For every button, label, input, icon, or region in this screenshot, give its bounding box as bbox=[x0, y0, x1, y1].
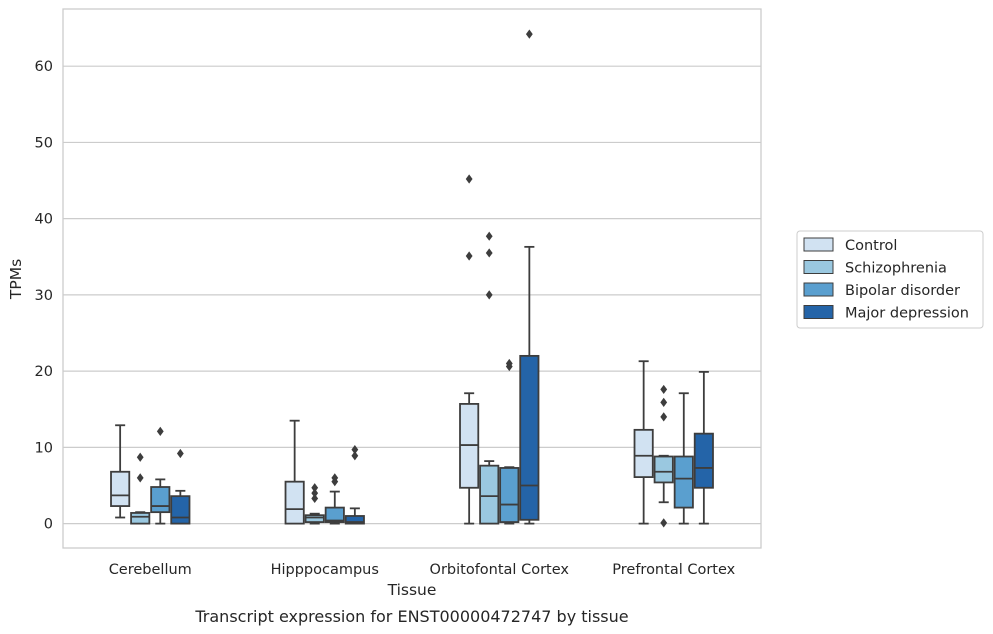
box-iqr bbox=[110, 470, 131, 507]
y-axis-title: TPMs bbox=[7, 259, 25, 300]
y-tick-label: 0 bbox=[44, 517, 53, 533]
box-0-3 bbox=[170, 448, 191, 525]
gridlines bbox=[63, 65, 761, 525]
legend-frame bbox=[796, 230, 984, 329]
box-iqr bbox=[653, 455, 674, 484]
outlier-point bbox=[136, 473, 144, 483]
outlier-point bbox=[660, 518, 668, 528]
legend-label: Schizophrenia bbox=[845, 261, 947, 277]
box-3-2 bbox=[673, 392, 694, 525]
box-3-1 bbox=[653, 384, 674, 528]
box-1-2 bbox=[324, 473, 345, 525]
y-tick-label: 40 bbox=[35, 212, 53, 228]
box-iqr bbox=[130, 512, 151, 525]
legend-label: Control bbox=[845, 238, 897, 254]
outlier-point bbox=[351, 445, 359, 455]
x-tick-label: Prefrontal Cortex bbox=[612, 562, 735, 578]
box-iqr bbox=[344, 515, 365, 525]
y-axis-ticks: 0 10 20 30 40 50 60 bbox=[35, 59, 53, 532]
outlier-point bbox=[465, 251, 473, 261]
outlier-point bbox=[465, 174, 473, 184]
box-1-0 bbox=[284, 419, 305, 525]
y-tick-label: 20 bbox=[35, 364, 53, 380]
outlier-point bbox=[485, 248, 493, 258]
y-tick-label: 60 bbox=[35, 59, 53, 75]
x-axis-title: Tissue bbox=[387, 581, 437, 599]
box-3-3 bbox=[693, 370, 714, 525]
outlier-point bbox=[660, 384, 668, 395]
y-tick-label: 10 bbox=[35, 440, 53, 456]
outlier-point bbox=[156, 426, 164, 436]
box-0-0 bbox=[110, 424, 131, 519]
outlier-point bbox=[660, 412, 668, 422]
box-iqr bbox=[519, 354, 540, 521]
plot-area-frame bbox=[62, 8, 762, 549]
box-iqr bbox=[633, 428, 654, 478]
outlier-point bbox=[485, 231, 493, 241]
box-2-1 bbox=[479, 231, 500, 525]
legend-label: Major depression bbox=[845, 306, 969, 322]
box-2-2 bbox=[499, 358, 520, 525]
figure-caption: Transcript expression for ENST0000047274… bbox=[194, 607, 628, 626]
outlier-point bbox=[660, 397, 668, 407]
outlier-point bbox=[136, 452, 144, 462]
legend-swatch bbox=[803, 282, 834, 297]
outlier-point bbox=[505, 358, 513, 369]
box-iqr bbox=[170, 495, 191, 525]
outlier-point bbox=[331, 473, 339, 483]
outlier-point bbox=[311, 493, 319, 504]
box-3-0 bbox=[633, 360, 654, 525]
legend-swatch bbox=[803, 305, 834, 319]
outlier-point bbox=[311, 488, 319, 498]
box-2-0 bbox=[459, 174, 480, 525]
box-2-3 bbox=[519, 29, 540, 525]
legend-swatch bbox=[803, 260, 834, 274]
box-iqr bbox=[673, 455, 694, 509]
x-tick-label: Orbitofontal Cortex bbox=[430, 562, 570, 578]
y-tick-label: 30 bbox=[35, 288, 53, 304]
box-1-3 bbox=[344, 445, 365, 525]
box-0-1 bbox=[130, 452, 151, 525]
box-iqr bbox=[150, 486, 171, 514]
box-iqr bbox=[693, 432, 714, 489]
box-iqr bbox=[479, 464, 500, 525]
box-iqr bbox=[304, 514, 325, 523]
x-axis-ticks: Cerebellum Hipppocampus Orbitofontal Corte… bbox=[109, 562, 736, 578]
outlier-point bbox=[311, 483, 319, 493]
outlier-point bbox=[351, 451, 359, 461]
box-plot-groups bbox=[110, 29, 714, 528]
legend: Control Schizophrenia Bipolar disorder Majo… bbox=[796, 230, 984, 329]
x-tick-label: Hipppocampus bbox=[271, 562, 379, 578]
outlier-point bbox=[485, 290, 493, 300]
box-iqr bbox=[499, 467, 520, 523]
legend-label: Bipolar disorder bbox=[845, 283, 960, 299]
box-iqr bbox=[284, 480, 305, 525]
legend-swatch bbox=[803, 237, 834, 252]
box-iqr bbox=[324, 506, 345, 523]
box-0-2 bbox=[150, 426, 171, 525]
outlier-point bbox=[176, 448, 184, 459]
y-tick-label: 50 bbox=[35, 135, 53, 151]
outlier-point bbox=[525, 29, 533, 39]
box-1-1 bbox=[304, 483, 325, 525]
x-tick-label: Cerebellum bbox=[109, 562, 192, 578]
